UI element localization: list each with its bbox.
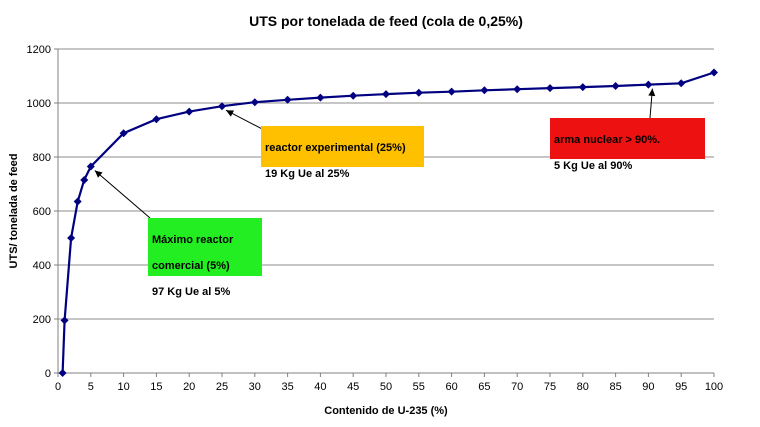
annotation-arrow bbox=[94, 170, 151, 219]
data-point bbox=[152, 115, 161, 124]
x-tick-label: 100 bbox=[705, 381, 723, 393]
x-tick-label: 95 bbox=[675, 381, 687, 393]
x-tick-label: 55 bbox=[413, 381, 425, 393]
y-axis-label: UTS/ tonelada de feed bbox=[8, 154, 20, 269]
x-tick-label: 15 bbox=[150, 381, 162, 393]
y-tick-label: 0 bbox=[45, 368, 51, 380]
arrowhead bbox=[226, 110, 234, 117]
annotation-commercial-reactor: Máximo reactor comercial (5%) 97 Kg Ue a… bbox=[148, 218, 262, 298]
x-tick-labels: 0 5 10 15 20 25 30 35 40 45 50 55 60 65 70 75 80 85 90 95 10… bbox=[55, 381, 723, 393]
data-point bbox=[67, 234, 76, 242]
x-tick-label: 70 bbox=[511, 381, 523, 393]
y-tick-labels: 0 200 400 600 800 1000 1200 bbox=[27, 44, 51, 380]
annotation-line: 5 Kg Ue al 90% bbox=[554, 160, 633, 172]
data-point bbox=[349, 91, 358, 100]
chart-title: UTS por tonelada de feed (cola de 0,25%) bbox=[249, 13, 523, 29]
data-point bbox=[414, 88, 423, 97]
annotation-arrows bbox=[94, 88, 656, 219]
data-point bbox=[447, 87, 456, 96]
annotation-line: reactor experimental (25%) bbox=[265, 142, 406, 154]
data-point bbox=[316, 93, 325, 102]
x-tick-label: 5 bbox=[88, 381, 94, 393]
data-point bbox=[119, 129, 128, 138]
data-point bbox=[283, 95, 292, 104]
y-tick-label: 600 bbox=[33, 206, 51, 218]
data-point bbox=[546, 84, 554, 93]
data-point bbox=[710, 68, 718, 77]
data-point bbox=[60, 316, 69, 325]
data-point bbox=[644, 80, 653, 89]
annotation-line: Máximo reactor bbox=[152, 234, 234, 246]
x-tick-label: 60 bbox=[445, 381, 457, 393]
annotation-experimental-reactor: reactor experimental (25%) 19 Kg Ue al 2… bbox=[261, 126, 424, 180]
data-point bbox=[73, 197, 82, 206]
annotation-line: 19 Kg Ue al 25% bbox=[265, 168, 350, 180]
y-tick-label: 1200 bbox=[27, 44, 51, 56]
x-tick-label: 50 bbox=[380, 381, 392, 393]
x-tick-label: 80 bbox=[577, 381, 589, 393]
x-tick-label: 65 bbox=[478, 381, 490, 393]
data-point bbox=[58, 369, 67, 377]
data-point bbox=[382, 90, 390, 99]
x-tick-label: 30 bbox=[249, 381, 261, 393]
data-point bbox=[578, 83, 587, 92]
x-tick-label: 25 bbox=[216, 381, 228, 393]
data-point bbox=[86, 162, 95, 171]
x-tick-label: 0 bbox=[55, 381, 61, 393]
arrowhead bbox=[94, 170, 103, 178]
annotation-line: comercial (5%) bbox=[152, 260, 230, 272]
data-point bbox=[513, 85, 522, 94]
y-tick-label: 400 bbox=[33, 260, 51, 272]
data-point bbox=[611, 81, 620, 90]
x-tick-label: 40 bbox=[314, 381, 326, 393]
x-tick-label: 20 bbox=[183, 381, 195, 393]
data-point bbox=[480, 86, 489, 95]
data-point bbox=[218, 102, 226, 111]
data-point bbox=[185, 107, 194, 116]
x-tick-label: 75 bbox=[544, 381, 556, 393]
x-tick-label: 85 bbox=[609, 381, 621, 393]
data-point bbox=[677, 79, 686, 88]
axes bbox=[54, 48, 715, 377]
x-tick-label: 35 bbox=[281, 381, 293, 393]
x-tick-label: 45 bbox=[347, 381, 359, 393]
data-point bbox=[250, 98, 259, 107]
x-tick-label: 10 bbox=[117, 381, 129, 393]
annotation-line: arma nuclear > 90%. bbox=[554, 134, 661, 146]
annotation-nuclear-weapon: arma nuclear > 90%. 5 Kg Ue al 90% bbox=[550, 118, 705, 172]
arrowhead bbox=[648, 88, 656, 97]
y-tick-label: 200 bbox=[33, 314, 51, 326]
data-point bbox=[80, 175, 89, 184]
annotation-line: 97 Kg Ue al 5% bbox=[152, 286, 231, 298]
y-tick-label: 1000 bbox=[27, 98, 51, 110]
x-axis-label: Contenido de U-235 (%) bbox=[324, 405, 448, 417]
series-markers bbox=[58, 68, 718, 377]
x-tick-label: 90 bbox=[642, 381, 654, 393]
y-tick-label: 800 bbox=[33, 152, 51, 164]
